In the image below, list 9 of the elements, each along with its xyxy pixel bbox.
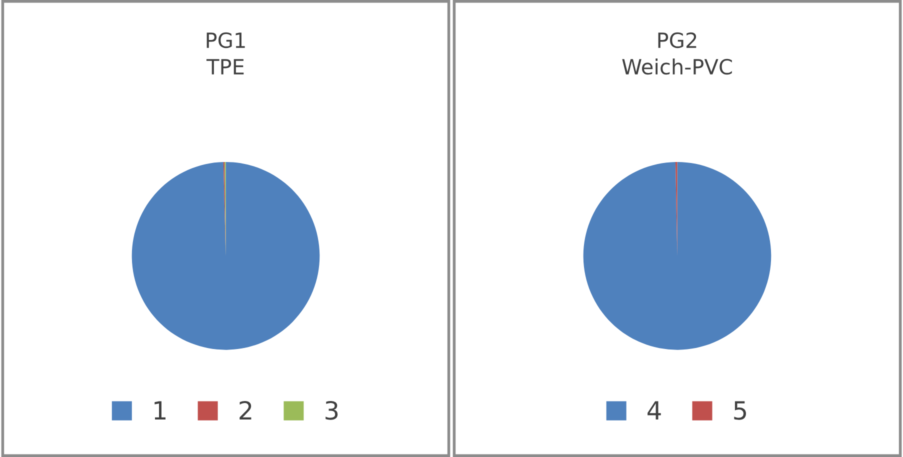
legend-label: 1: [154, 401, 166, 420]
legend-label: 4: [648, 401, 661, 420]
chart-title: PG1 TPE: [206, 32, 245, 74]
legend-label: 3: [326, 400, 338, 420]
chart-title: PG2 Weich-PVC: [622, 32, 732, 75]
pie-slice: [583, 162, 772, 350]
legend-label: 2: [240, 400, 252, 420]
legend-label: 5: [734, 401, 746, 420]
pie-slice: [132, 162, 320, 350]
